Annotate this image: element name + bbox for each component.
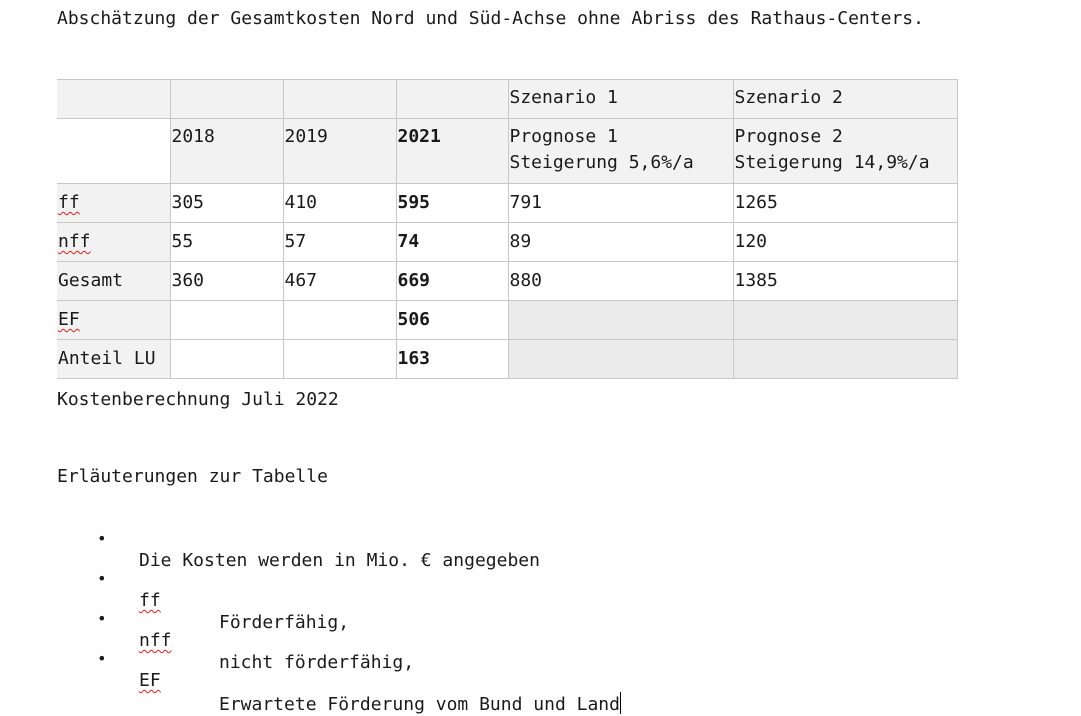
table-cell[interactable]: 880 [507,261,734,301]
legend-text: Förderfähig, [219,612,350,633]
table-cell[interactable]: 410 [282,183,397,223]
table-cell[interactable]: 163 [395,339,509,379]
bullet-icon: • [97,649,107,668]
bullet-icon: • [97,529,107,548]
scenario-1-header[interactable]: Szenario 1 [507,79,734,119]
table-cell[interactable]: 1265 [732,183,958,223]
table-cell[interactable]: 467 [282,261,397,301]
year-header[interactable]: 2021 [395,118,509,184]
table-cell[interactable] [282,79,397,119]
document-title: Abschätzung der Gesamtkosten Nord und Sü… [57,8,924,29]
table-cell[interactable] [732,300,958,340]
table-cell[interactable] [282,300,397,340]
table-row: Gesamt 360 467 669 880 1385 [57,261,958,301]
table-cell[interactable] [395,79,509,119]
table-cell[interactable] [57,79,171,119]
table-cell[interactable] [507,300,734,340]
row-label[interactable]: Gesamt [57,261,171,301]
legend-item: • EF Erwartete Förderung vom Bund und La… [0,626,621,715]
scenario-2-header[interactable]: Szenario 2 [732,79,958,119]
bullet-icon: • [97,569,107,588]
legend-text-wrap: Erwartete Förderung vom Bund und Land [219,692,621,716]
table-cell[interactable]: 120 [732,222,958,262]
table-cell[interactable]: 669 [395,261,509,301]
table-header-row: Szenario 1 Szenario 2 [57,79,958,119]
table-cell[interactable]: 89 [507,222,734,262]
legend-item: • nff nicht förderfähig, [0,586,414,674]
table-cell[interactable]: 74 [395,222,509,262]
table-cell[interactable]: 57 [282,222,397,262]
row-label[interactable]: ff [58,192,80,213]
legend-key: ff [139,590,161,611]
legend-key: nff [139,630,172,651]
table-row: nff 55 57 74 89 120 [57,222,958,262]
legend-item: • ff Förderfähig, [0,546,349,634]
table-row: Anteil LU 163 [57,339,958,379]
table-header-row: 2018 2019 2021 Prognose 1 Steigerung 5,6… [57,118,958,184]
text-cursor [619,692,621,714]
table-cell[interactable] [169,300,284,340]
table-cell[interactable]: 595 [395,183,509,223]
row-label[interactable]: nff [58,231,91,252]
table-cell[interactable] [507,339,734,379]
legend-title: Erläuterungen zur Tabelle [57,466,328,487]
legend-item: • Die Kosten werden in Mio. € angegeben [0,506,540,572]
year-header[interactable]: 2019 [282,118,397,184]
table-cell[interactable]: 791 [507,183,734,223]
row-label[interactable]: EF [58,309,80,330]
year-header[interactable]: 2018 [169,118,284,184]
table-cell[interactable]: 55 [169,222,284,262]
table-caption: Kostenberechnung Juli 2022 [57,389,339,410]
table-cell[interactable]: 305 [169,183,284,223]
table-cell[interactable] [169,79,284,119]
forecast-header[interactable]: Prognose 1 Steigerung 5,6%/a [507,118,734,184]
table-cell[interactable]: 1385 [732,261,958,301]
legend-text: Die Kosten werden in Mio. € angegeben [139,550,540,571]
forecast-header[interactable]: Prognose 2 Steigerung 14,9%/a [732,118,958,184]
table-cell[interactable] [57,118,171,184]
legend-text: Erwartete Förderung vom Bund und Land [219,694,620,715]
legend-text: nicht förderfähig, [219,652,415,673]
legend-key: EF [139,670,161,691]
table-cell[interactable] [732,339,958,379]
table-row: EF 506 [57,300,958,340]
cost-table: Szenario 1 Szenario 2 2018 2019 2021 Pro… [57,79,958,379]
table-cell[interactable] [282,339,397,379]
table-row: ff 305 410 595 791 1265 [57,183,958,223]
table-cell[interactable]: 506 [395,300,509,340]
table-cell[interactable] [169,339,284,379]
row-label[interactable]: Anteil LU [57,339,171,379]
bullet-icon: • [97,609,107,628]
table-cell[interactable]: 360 [169,261,284,301]
